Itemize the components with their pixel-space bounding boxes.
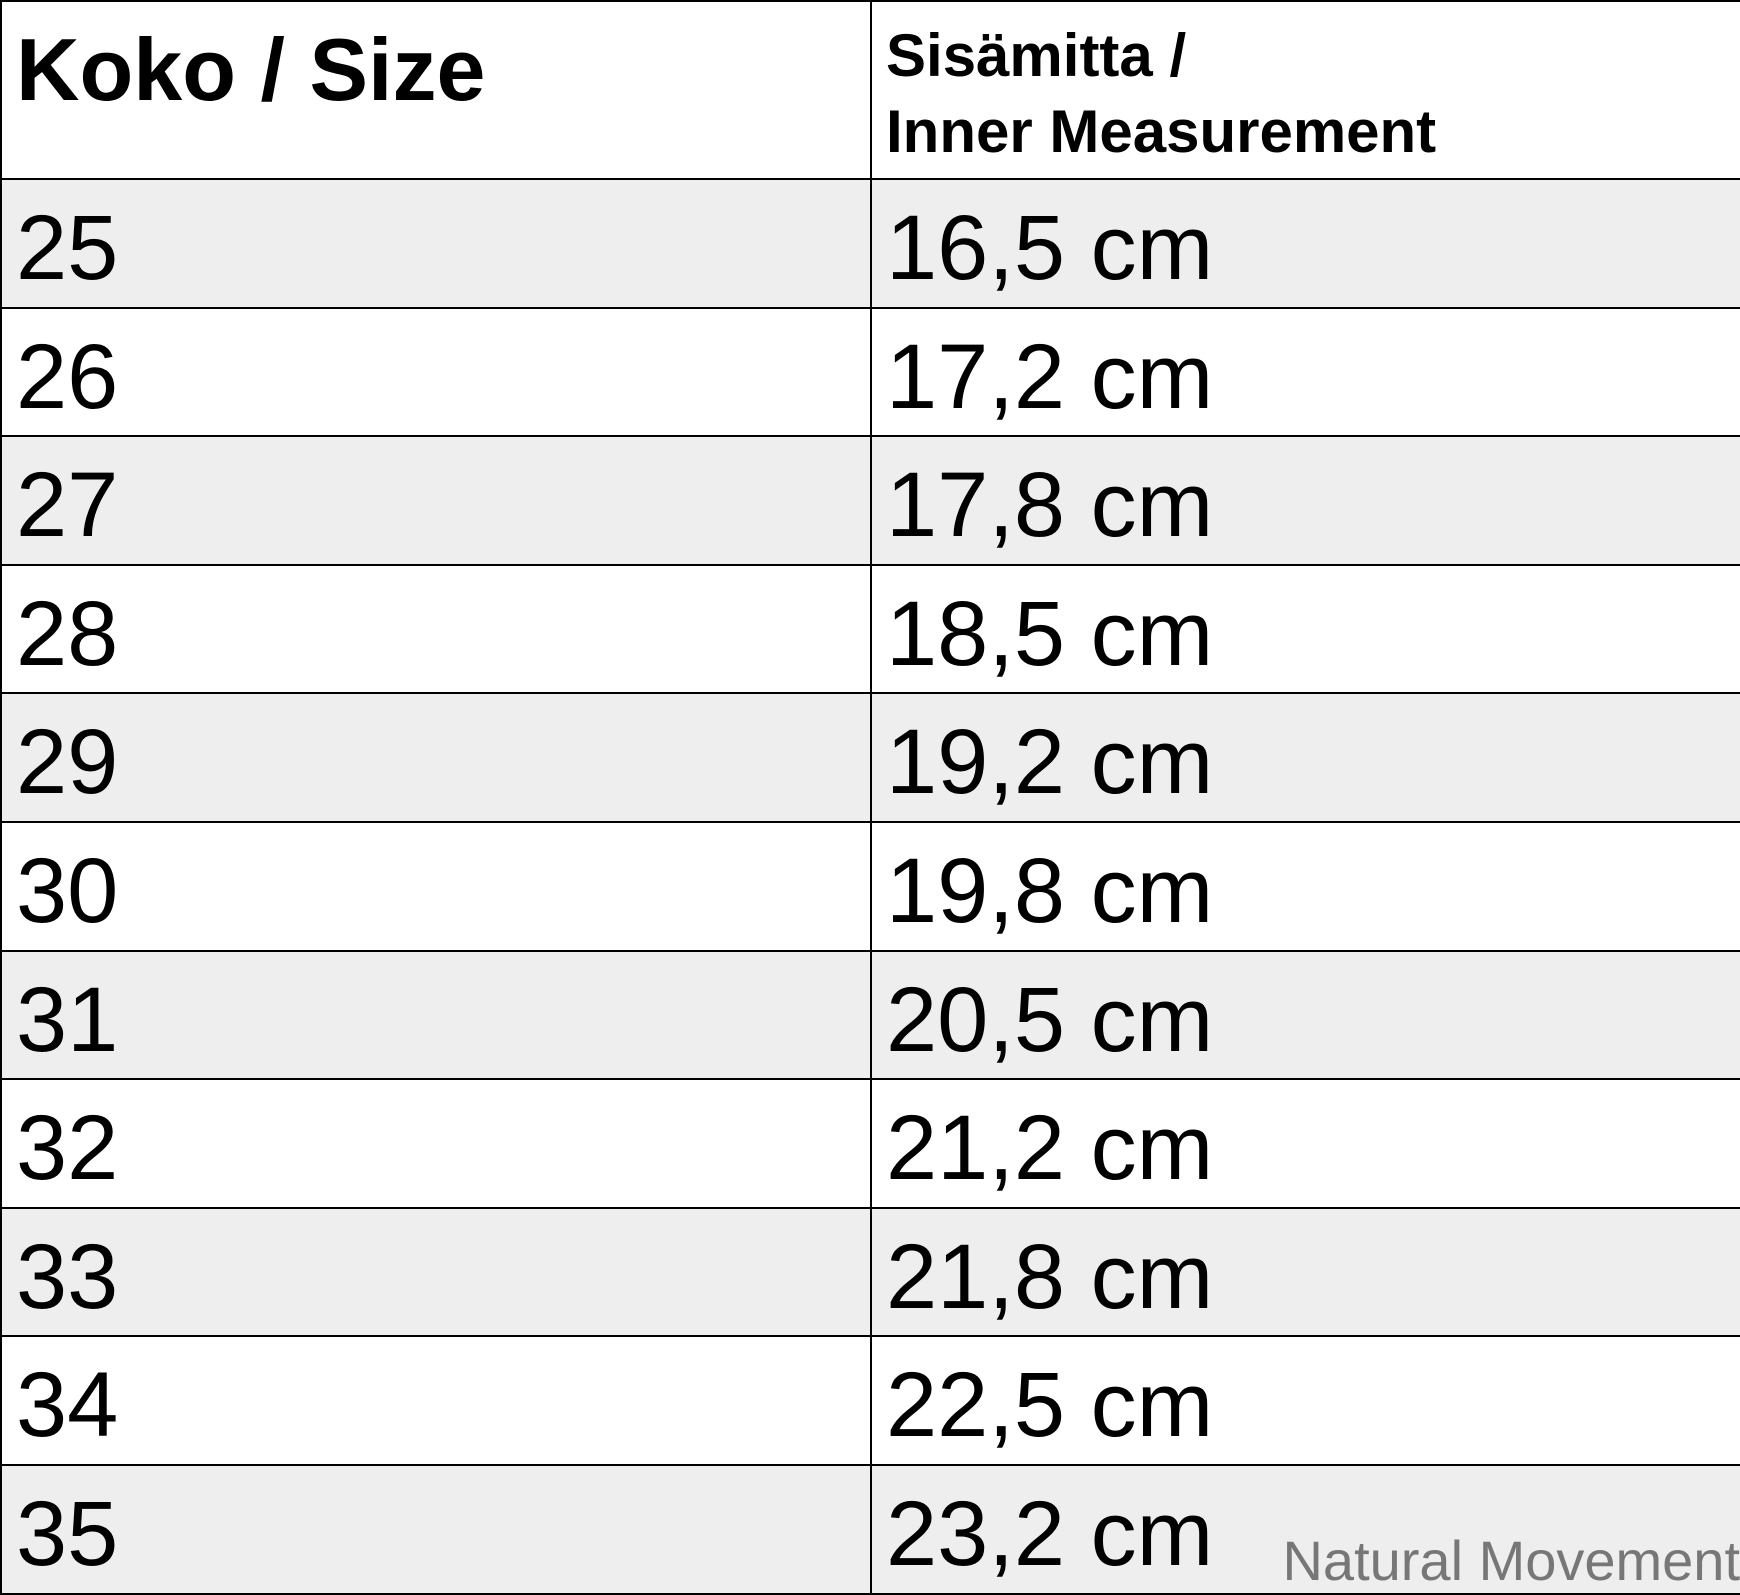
measurement-cell: 19,8 cm <box>870 820 1740 952</box>
measurement-cell: 21,2 cm <box>870 1078 1740 1209</box>
size-cell: 30 <box>0 820 872 952</box>
table-row: 25 16,5 cm <box>0 178 1740 309</box>
table-row: 33 21,8 cm <box>0 1206 1740 1338</box>
size-column-header: Koko / Size <box>0 0 872 180</box>
size-cell: 34 <box>0 1335 872 1466</box>
measurement-cell: 19,2 cm <box>870 692 1740 823</box>
measurement-cell: 23,2 cm <box>870 1463 1740 1595</box>
size-cell: 31 <box>0 949 872 1081</box>
size-cell: 27 <box>0 435 872 566</box>
measurement-cell: 17,8 cm <box>870 435 1740 566</box>
measurement-header-line1: Sisämitta / <box>886 22 1187 89</box>
table-row: 35 23,2 cm <box>0 1463 1740 1595</box>
size-cell: 25 <box>0 178 872 309</box>
table-row: 26 17,2 cm <box>0 306 1740 438</box>
table-row: 30 19,8 cm <box>0 820 1740 952</box>
size-cell: 26 <box>0 306 872 438</box>
measurement-cell: 20,5 cm <box>870 949 1740 1081</box>
size-cell: 35 <box>0 1463 872 1595</box>
measurement-header-line2: Inner Measurement <box>886 98 1437 165</box>
table-row: 29 19,2 cm <box>0 692 1740 823</box>
measurement-cell: 17,2 cm <box>870 306 1740 438</box>
measurement-cell: 18,5 cm <box>870 563 1740 695</box>
table-row: 28 18,5 cm <box>0 563 1740 695</box>
header-row: Koko / Size Sisämitta / Inner Measuremen… <box>0 0 1740 180</box>
size-cell: 28 <box>0 563 872 695</box>
measurement-column-header: Sisämitta / Inner Measurement <box>870 0 1740 180</box>
measurement-cell: 21,8 cm <box>870 1206 1740 1338</box>
table-row: 34 22,5 cm <box>0 1335 1740 1466</box>
table-row: 31 20,5 cm <box>0 949 1740 1081</box>
measurement-cell: 16,5 cm <box>870 178 1740 309</box>
size-cell: 33 <box>0 1206 872 1338</box>
watermark: Natural Movement <box>1282 1529 1740 1592</box>
table-row: 27 17,8 cm <box>0 435 1740 566</box>
size-cell: 29 <box>0 692 872 823</box>
size-cell: 32 <box>0 1078 872 1209</box>
table-row: 32 21,2 cm <box>0 1078 1740 1209</box>
measurement-cell: 22,5 cm <box>870 1335 1740 1466</box>
